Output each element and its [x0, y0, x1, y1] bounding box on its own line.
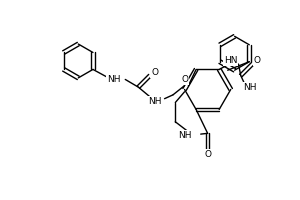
- Text: O: O: [151, 68, 158, 77]
- Text: HN: HN: [224, 56, 238, 65]
- Text: O: O: [181, 75, 188, 84]
- Text: O: O: [204, 150, 211, 159]
- Text: NH: NH: [148, 97, 161, 106]
- Text: NH: NH: [243, 83, 257, 92]
- Text: NH: NH: [107, 75, 121, 84]
- Text: NH: NH: [178, 131, 191, 140]
- Text: O: O: [254, 56, 260, 65]
